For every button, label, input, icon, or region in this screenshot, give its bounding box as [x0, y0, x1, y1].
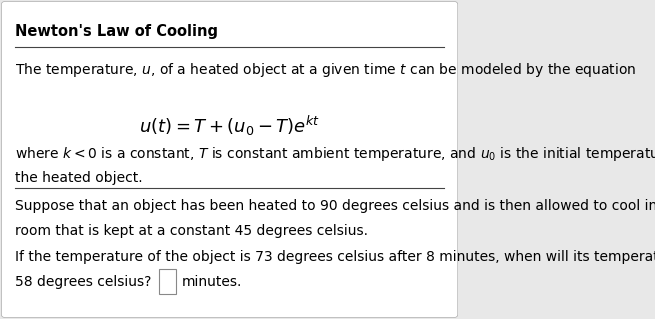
Bar [159, 269, 176, 294]
Text: minutes.: minutes. [181, 275, 242, 289]
FancyBboxPatch shape [1, 1, 458, 318]
Text: $u(t) = T + (u_0 - T)e^{kt}$: $u(t) = T + (u_0 - T)e^{kt}$ [139, 114, 320, 138]
Text: Suppose that an object has been heated to 90 degrees celsius and is then allowed: Suppose that an object has been heated t… [15, 199, 655, 213]
Text: The temperature, $u$, of a heated object at a given time $t$ can be modeled by t: The temperature, $u$, of a heated object… [15, 62, 637, 79]
Text: If the temperature of the object is 73 degrees celsius after 8 minutes, when wil: If the temperature of the object is 73 d… [15, 250, 655, 263]
Text: Newton's Law of Cooling: Newton's Law of Cooling [15, 24, 218, 39]
Text: 58 degrees celsius?: 58 degrees celsius? [15, 275, 151, 289]
Text: where $k < 0$ is a constant, $T$ is constant ambient temperature, and $u_0$ is t: where $k < 0$ is a constant, $T$ is cons… [15, 145, 655, 163]
Text: the heated object.: the heated object. [15, 171, 143, 185]
Text: room that is kept at a constant 45 degrees celsius.: room that is kept at a constant 45 degre… [15, 224, 368, 238]
